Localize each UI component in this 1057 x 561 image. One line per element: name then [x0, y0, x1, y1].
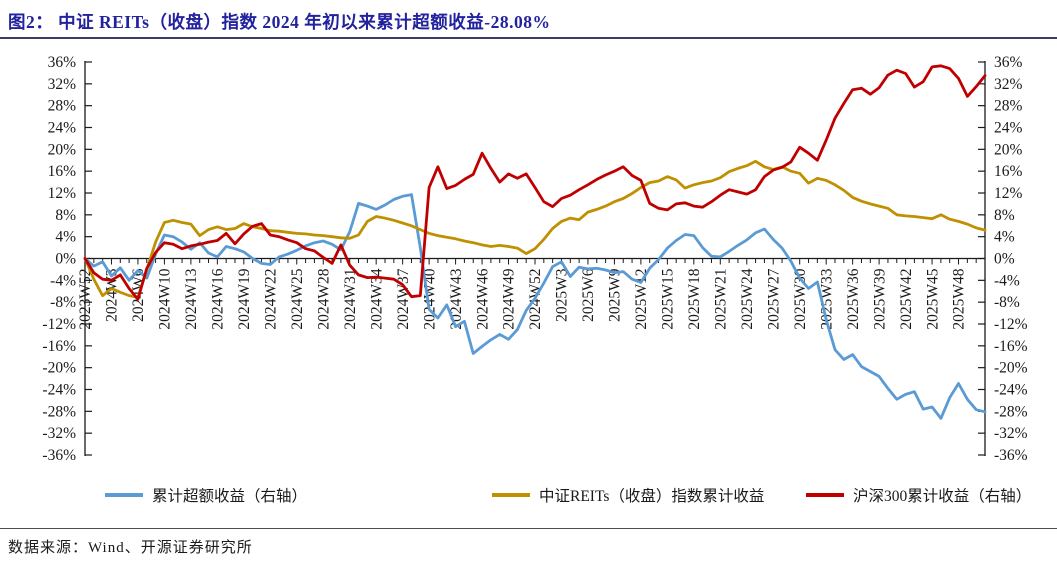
- y-axis-label-right: 12%: [994, 185, 1023, 202]
- x-axis-label: 2024W43: [448, 268, 465, 329]
- y-axis-label-right: -36%: [994, 447, 1028, 464]
- y-axis-label-left: 8%: [55, 207, 76, 224]
- y-axis-label-right: -20%: [994, 360, 1028, 377]
- y-axis-label-left: 12%: [48, 185, 77, 202]
- y-axis-label-right: 8%: [994, 207, 1015, 224]
- y-axis-label-right: 32%: [994, 76, 1023, 93]
- x-axis-label: 2024W34: [368, 268, 385, 329]
- x-axis-label: 2025W9: [607, 268, 624, 322]
- x-axis-label: 2024W10: [157, 268, 174, 329]
- y-axis-label-right: 24%: [994, 120, 1023, 137]
- x-axis-label: 2023W52: [77, 269, 94, 330]
- x-axis-label: 2025W27: [765, 268, 782, 329]
- legend-item-excess-return: 累计超额收益（右轴）: [105, 484, 307, 506]
- y-axis-label-left: 32%: [48, 76, 77, 93]
- x-axis-label: 2024W3: [104, 268, 121, 322]
- y-axis-label-left: -8%: [50, 294, 76, 311]
- y-axis-label-right: -32%: [994, 425, 1028, 442]
- y-axis-label-left: 20%: [48, 141, 77, 158]
- y-axis-label-right: 0%: [994, 251, 1015, 268]
- x-axis-label: 2025W3: [554, 268, 571, 322]
- y-axis-label-left: -16%: [42, 338, 76, 355]
- x-axis-label: 2024W37: [395, 268, 412, 329]
- legend-label: 沪深300累计收益（右轴）: [853, 488, 1032, 505]
- y-axis-label-left: 28%: [48, 98, 77, 115]
- source-text: 数据来源：Wind、开源证券研究所: [8, 540, 253, 556]
- y-axis-label-left: -36%: [42, 447, 76, 464]
- y-axis-label-right: -28%: [994, 403, 1028, 420]
- y-axis-label-right: 28%: [994, 98, 1023, 115]
- legend-label: 累计超额收益（右轴）: [152, 488, 308, 505]
- y-axis-label-left: 24%: [48, 120, 77, 137]
- legend-item-csi300: 沪深300累计收益（右轴）: [806, 484, 1031, 506]
- y-axis-label-right: 4%: [994, 229, 1015, 246]
- source-divider: [0, 528, 1057, 529]
- y-axis-label-right: 36%: [994, 54, 1023, 71]
- x-axis-label: 2024W19: [236, 268, 253, 329]
- x-axis-label: 2024W25: [289, 268, 306, 329]
- x-axis-label: 2024W16: [210, 268, 227, 329]
- series-line-2: [83, 64, 987, 301]
- x-axis-label: 2024W22: [262, 269, 279, 330]
- y-axis-label-left: -4%: [50, 272, 76, 289]
- x-axis-label: 2025W39: [871, 268, 888, 329]
- y-axis-label-right: -24%: [994, 382, 1028, 399]
- x-axis-label: 2024W49: [501, 268, 518, 329]
- y-axis-label-right: -16%: [994, 338, 1028, 355]
- y-axis-label-left: -12%: [42, 316, 76, 333]
- x-axis-label: 2025W12: [633, 269, 650, 330]
- x-axis-label: 2024W28: [315, 268, 332, 329]
- y-axis-label-left: 4%: [55, 229, 76, 246]
- x-axis-label: 2025W21: [712, 269, 729, 330]
- y-axis-label-right: -4%: [994, 272, 1020, 289]
- y-axis-label-left: -28%: [42, 403, 76, 420]
- x-axis-label: 2025W36: [845, 268, 862, 329]
- y-axis-label-left: -20%: [42, 360, 76, 377]
- y-axis-label-left: -24%: [42, 382, 76, 399]
- y-axis-label-right: 16%: [994, 163, 1023, 180]
- legend-label: 中证REITs（收盘）指数累计收益: [539, 488, 765, 505]
- figure-title: 图2： 中证 REITs（收盘）指数 2024 年初以来累计超额收益-28.08…: [8, 12, 551, 32]
- x-axis-label: 2025W6: [580, 268, 597, 322]
- x-axis-label: 2025W18: [686, 268, 703, 329]
- reits-index-line-swatch: [492, 493, 530, 497]
- y-axis-label-left: 16%: [48, 163, 77, 180]
- title-underline: [0, 37, 1057, 39]
- x-axis-label: 2025W24: [739, 268, 756, 329]
- csi300-line-swatch: [806, 493, 844, 497]
- y-axis-label-left: 36%: [48, 54, 77, 71]
- x-axis-label: 2025W15: [660, 268, 677, 329]
- excess-return-line-swatch: [105, 493, 143, 497]
- y-axis-label-left: -32%: [42, 425, 76, 442]
- y-axis-label-right: -12%: [994, 316, 1028, 333]
- x-axis-label: 2025W48: [951, 268, 968, 329]
- series-line-1: [83, 159, 987, 299]
- y-axis-label-left: 0%: [55, 251, 76, 268]
- x-axis-label: 2025W45: [924, 268, 941, 329]
- x-axis-label: 2024W31: [342, 269, 359, 330]
- chart-canvas: -36% -36% -32% -32% -28% -28% -24% -24% -20% -20%…: [42, 54, 1028, 464]
- legend-item-reits-index: 中证REITs（收盘）指数累计收益: [492, 484, 764, 506]
- y-axis-label-right: 20%: [994, 141, 1023, 158]
- x-axis-label: 2025W42: [898, 269, 915, 330]
- y-axis-label-right: -8%: [994, 294, 1020, 311]
- x-axis-label: 2025W33: [818, 268, 835, 329]
- x-axis-label: 2024W46: [474, 268, 491, 329]
- chart-legend: 累计超额收益（右轴） 中证REITs（收盘）指数累计收益 沪深300累计收益（右…: [0, 484, 1057, 506]
- series-line-0: [83, 193, 987, 420]
- x-axis-label: 2024W13: [183, 268, 200, 329]
